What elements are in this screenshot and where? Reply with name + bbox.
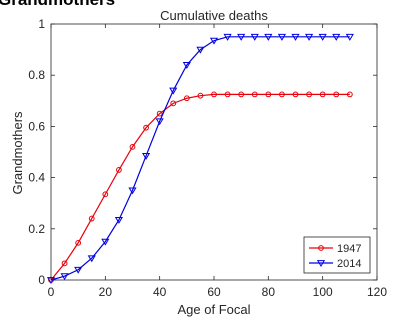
data-point-2014: [196, 46, 205, 54]
data-point-2014: [332, 33, 341, 41]
y-axis-label: Grandmothers: [10, 111, 25, 195]
x-tick-label: 0: [48, 285, 55, 299]
data-point-2014: [101, 238, 110, 246]
data-point-2014: [291, 33, 300, 41]
data-point-1947: [346, 91, 353, 98]
data-point-2014: [277, 33, 286, 41]
legend-box: [303, 236, 371, 274]
y-tick-label: 0: [38, 273, 45, 287]
data-point-1947: [333, 91, 340, 98]
series-1947: [48, 91, 353, 283]
figure-overlay-title: Grandmothers: [0, 0, 115, 10]
data-point-1947: [143, 124, 149, 131]
data-point-1947: [224, 91, 231, 98]
series-layer: [46, 33, 354, 285]
y-tick-label: 0.8: [28, 68, 45, 82]
data-point-2014: [305, 33, 314, 41]
data-point-2014: [128, 187, 137, 195]
legend-marker-2014: [316, 260, 326, 268]
data-point-2014: [142, 152, 151, 160]
data-point-1947: [211, 91, 217, 98]
y-tick-label: 0.6: [28, 119, 45, 133]
data-point-1947: [265, 91, 272, 98]
data-point-1947: [129, 143, 136, 150]
data-point-2014: [250, 33, 259, 41]
x-axis-label: Age of Focal: [178, 302, 251, 317]
x-tick-label: 60: [207, 285, 221, 299]
data-point-1947: [183, 95, 190, 102]
series-2014: [46, 33, 354, 285]
tick-labels: 0 20 40 60 80 100 120 0 0.2 0.4 0.6 0.8 1: [28, 17, 387, 299]
legend-label-2014: 2014: [337, 258, 361, 270]
y-tick-label: 1: [38, 17, 45, 31]
data-point-2014: [155, 118, 164, 126]
data-point-2014: [87, 255, 96, 263]
data-point-2014: [169, 87, 178, 95]
data-point-2014: [264, 33, 273, 41]
x-tick-label: 20: [99, 285, 113, 299]
data-point-2014: [318, 33, 327, 41]
data-point-2014: [114, 216, 123, 224]
data-point-1947: [251, 91, 258, 98]
series-line-2014: [50, 36, 350, 281]
data-point-2014: [237, 33, 246, 41]
data-point-2014: [209, 37, 219, 45]
data-point-2014: [74, 266, 83, 274]
y-tick-label: 0.4: [28, 171, 45, 185]
data-point-1947: [238, 91, 245, 98]
data-point-2014: [60, 273, 69, 281]
data-point-2014: [223, 33, 232, 41]
data-point-2014: [345, 33, 354, 41]
data-point-1947: [61, 260, 68, 267]
y-tick-label: 0.2: [28, 222, 45, 236]
x-tick-label: 80: [262, 285, 276, 299]
chart-title: Cumulative deaths: [160, 8, 268, 23]
data-point-1947: [88, 215, 95, 222]
x-tick-label: 100: [313, 285, 333, 299]
data-point-1947: [116, 167, 122, 173]
legend-marker-1947: [318, 245, 324, 251]
data-point-1947: [102, 191, 109, 198]
data-point-1947: [306, 91, 312, 98]
data-point-1947: [279, 91, 285, 98]
data-point-1947: [156, 110, 163, 117]
data-point-2014: [182, 62, 191, 69]
legend: 1947 2014: [303, 236, 371, 274]
x-tick-label: 120: [367, 285, 387, 299]
data-point-1947: [170, 100, 177, 107]
legend-label-1947: 1947: [337, 243, 361, 255]
series-line-1947: [50, 93, 350, 281]
data-point-1947: [75, 239, 82, 246]
x-tick-label: 40: [153, 285, 167, 299]
data-point-1947: [319, 91, 326, 98]
data-point-2014: [46, 277, 56, 285]
data-point-1947: [292, 91, 299, 98]
data-point-1947: [197, 92, 204, 99]
